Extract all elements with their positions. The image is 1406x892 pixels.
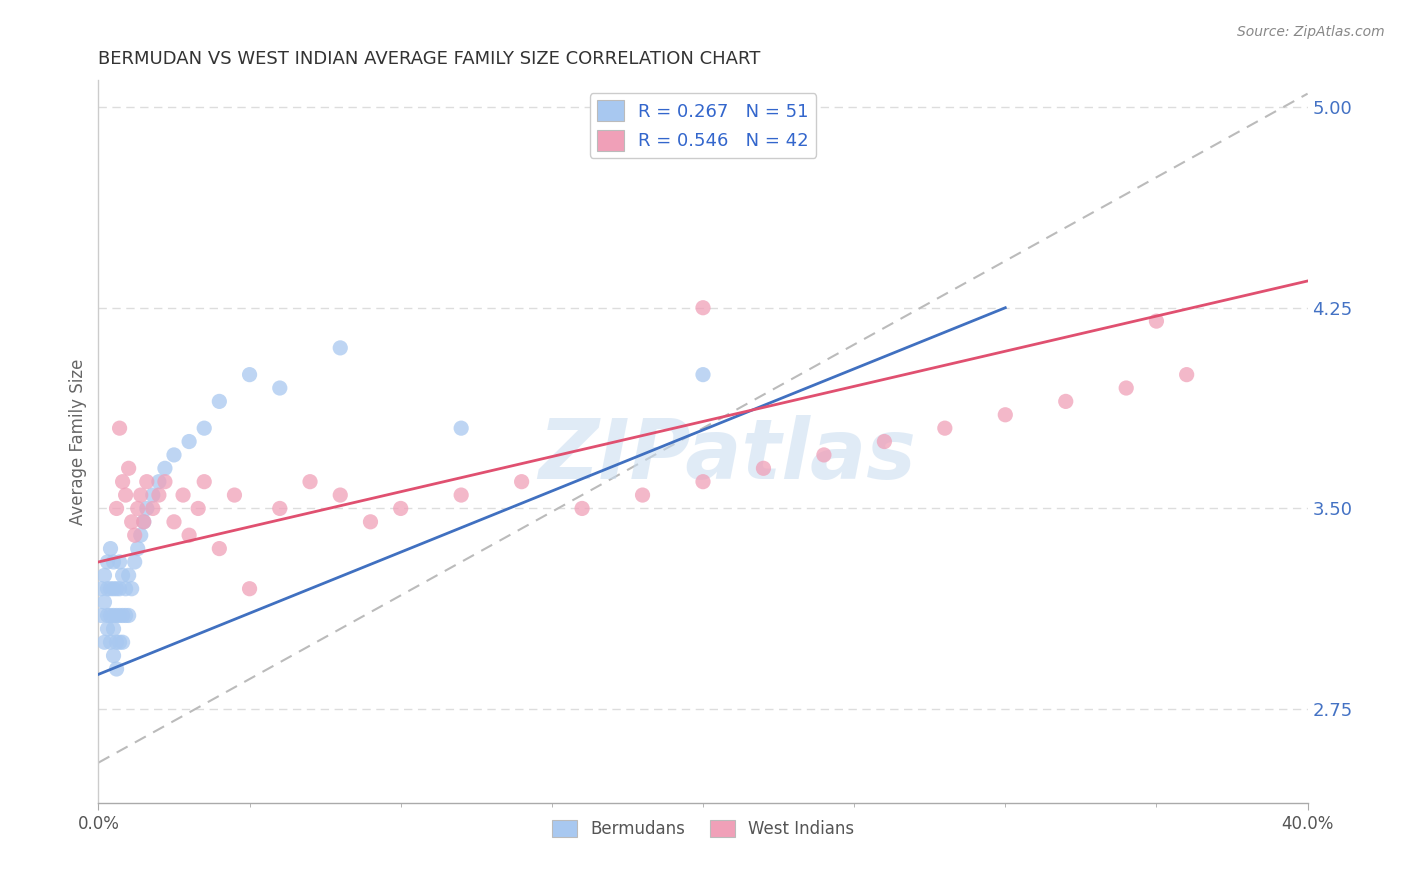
Point (108, 582, 131, 596)
Point (329, 488, 352, 502)
Point (100, 608, 122, 623)
Point (450, 421, 472, 435)
Point (108, 608, 131, 623)
Point (124, 555, 146, 569)
Point (100, 635, 122, 649)
Legend: Bermudans, West Indians: Bermudans, West Indians (546, 814, 860, 845)
Point (153, 461, 176, 475)
Point (692, 301, 714, 315)
Point (179, 528, 201, 542)
Point (105, 582, 128, 596)
Point (129, 488, 152, 502)
Point (127, 541, 149, 556)
Point (114, 608, 136, 623)
Point (111, 475, 134, 489)
Point (105, 635, 128, 649)
Point (121, 515, 143, 529)
Point (111, 635, 134, 649)
Point (208, 541, 231, 556)
Point (163, 448, 186, 462)
Point (105, 662, 128, 676)
Point (299, 475, 322, 489)
Point (118, 608, 141, 623)
Text: ZIPatlas: ZIPatlas (538, 416, 917, 497)
Point (163, 515, 186, 529)
Point (208, 394, 231, 409)
Point (111, 608, 134, 623)
Point (813, 448, 835, 462)
Point (127, 501, 149, 516)
Point (224, 488, 246, 502)
Point (148, 475, 170, 489)
Point (510, 475, 533, 489)
Point (93, 635, 115, 649)
Point (631, 488, 654, 502)
Point (96, 555, 118, 569)
Point (389, 501, 412, 516)
Point (1175, 368, 1198, 382)
Point (108, 421, 131, 435)
Point (450, 488, 472, 502)
Point (103, 648, 125, 663)
Point (100, 582, 122, 596)
Point (692, 475, 714, 489)
Point (96, 582, 118, 596)
Point (114, 488, 136, 502)
Point (114, 582, 136, 596)
Point (148, 488, 170, 502)
Point (132, 515, 155, 529)
Point (103, 582, 125, 596)
Point (571, 501, 593, 516)
Point (329, 341, 352, 355)
Point (103, 608, 125, 623)
Text: BERMUDAN VS WEST INDIAN AVERAGE FAMILY SIZE CORRELATION CHART: BERMUDAN VS WEST INDIAN AVERAGE FAMILY S… (98, 50, 761, 68)
Point (269, 381, 291, 395)
Point (135, 501, 157, 516)
Point (103, 622, 125, 636)
Point (103, 555, 125, 569)
Point (934, 421, 956, 435)
Point (108, 635, 131, 649)
Point (96, 622, 118, 636)
Point (93, 595, 115, 609)
Point (153, 475, 176, 489)
Point (142, 488, 165, 502)
Point (179, 434, 201, 449)
Point (108, 555, 131, 569)
Point (360, 515, 382, 529)
Point (1054, 394, 1077, 409)
Point (269, 501, 291, 516)
Point (105, 608, 128, 623)
Point (124, 528, 146, 542)
Point (96, 608, 118, 623)
Point (90, 608, 112, 623)
Point (135, 475, 157, 489)
Point (118, 461, 141, 475)
Text: Source: ZipAtlas.com: Source: ZipAtlas.com (1237, 25, 1385, 39)
Point (193, 475, 215, 489)
Point (193, 421, 215, 435)
Point (1115, 381, 1137, 395)
Point (129, 528, 152, 542)
Point (132, 515, 155, 529)
Point (239, 368, 262, 382)
Point (93, 568, 115, 582)
Point (121, 582, 143, 596)
Point (105, 501, 128, 516)
Y-axis label: Average Family Size: Average Family Size (69, 359, 87, 524)
Point (873, 434, 896, 449)
Point (111, 568, 134, 582)
Point (187, 501, 209, 516)
Point (172, 488, 194, 502)
Point (1144, 314, 1167, 328)
Point (994, 408, 1017, 422)
Point (752, 461, 775, 475)
Point (142, 501, 165, 516)
Point (118, 568, 141, 582)
Point (692, 368, 714, 382)
Point (239, 582, 262, 596)
Point (100, 541, 122, 556)
Point (90, 582, 112, 596)
